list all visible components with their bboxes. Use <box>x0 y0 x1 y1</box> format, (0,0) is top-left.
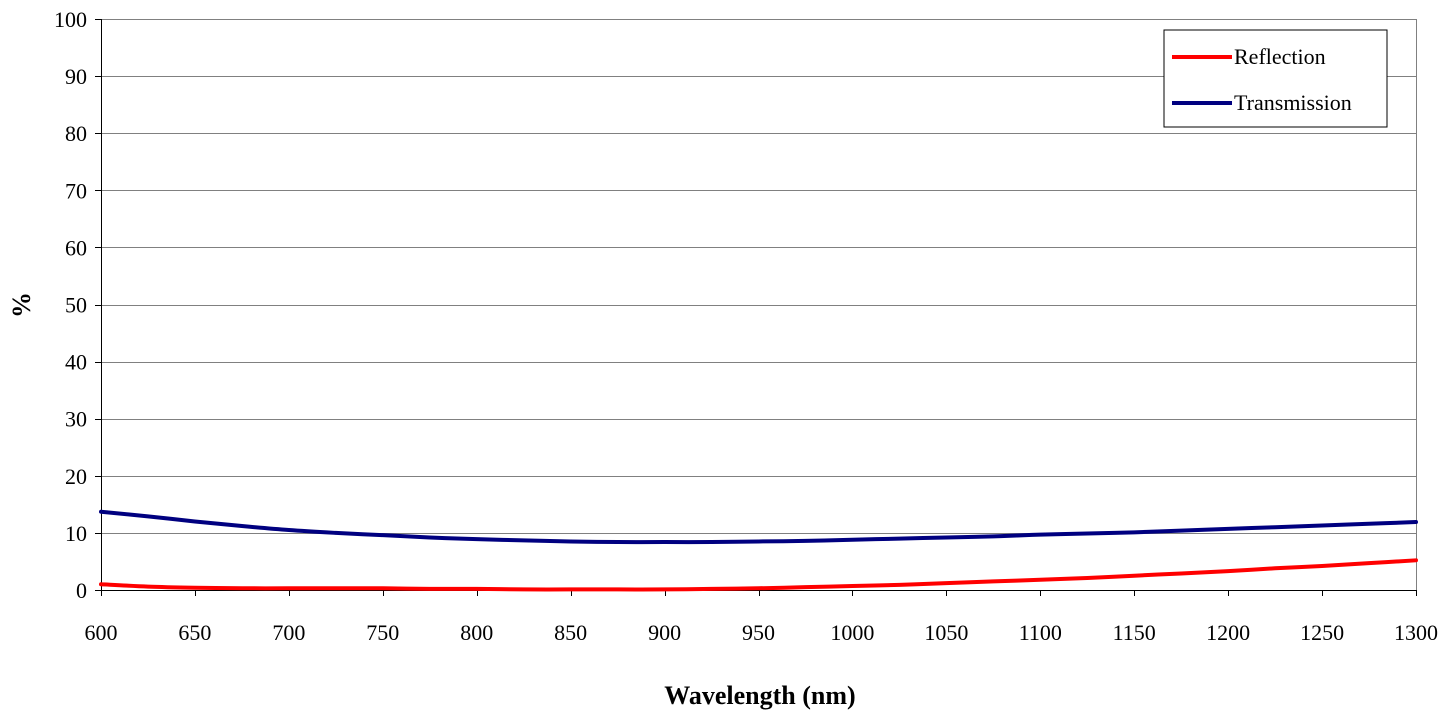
y-tick-label-20: 20 <box>65 464 87 489</box>
x-tick-label-1150: 1150 <box>1113 620 1156 645</box>
y-tick-labels: 0 10 20 30 40 50 60 70 80 90 100 <box>54 7 87 603</box>
legend-box <box>1163 29 1388 128</box>
x-tick-label-1200: 1200 <box>1206 620 1250 645</box>
y-tick-label-50: 50 <box>65 293 87 318</box>
x-tick-label-800: 800 <box>460 620 493 645</box>
x-tick-label-900: 900 <box>648 620 681 645</box>
y-tick-label-0: 0 <box>76 578 87 603</box>
series-line-transmission <box>99 509 1418 545</box>
y-tick-label-90: 90 <box>65 64 87 89</box>
y-tick-label-10: 10 <box>65 521 87 546</box>
axes <box>95 19 1417 596</box>
legend-label-reflection: Reflection <box>1234 44 1326 69</box>
series-lines <box>99 509 1418 592</box>
x-tick-label-600: 600 <box>85 620 118 645</box>
x-axis-title: Wavelength (nm) <box>664 681 855 710</box>
y-tick-label-70: 70 <box>65 178 87 203</box>
x-tick-label-1000: 1000 <box>830 620 874 645</box>
legend-label-transmission: Transmission <box>1234 90 1352 115</box>
x-tick-label-950: 950 <box>742 620 775 645</box>
x-tick-label-650: 650 <box>178 620 211 645</box>
x-tick-label-700: 700 <box>272 620 305 645</box>
x-tick-label-1250: 1250 <box>1300 620 1344 645</box>
x-tick-label-1100: 1100 <box>1019 620 1062 645</box>
legend: Reflection Transmission <box>1163 29 1388 128</box>
x-tick-label-1050: 1050 <box>924 620 968 645</box>
y-tick-label-100: 100 <box>54 7 87 32</box>
x-tick-label-750: 750 <box>366 620 399 645</box>
y-tick-label-30: 30 <box>65 407 87 432</box>
y-axis-title: % <box>7 292 36 318</box>
x-tick-labels: 600 650 700 750 800 850 900 950 1000 1050 1100 1150… <box>85 620 1439 645</box>
x-tick-label-1300: 1300 <box>1394 620 1438 645</box>
gridlines <box>101 19 1417 590</box>
y-tick-label-60: 60 <box>65 235 87 260</box>
y-tick-label-80: 80 <box>65 121 87 146</box>
x-tick-label-850: 850 <box>554 620 587 645</box>
y-tick-label-40: 40 <box>65 350 87 375</box>
series-line-reflection <box>99 558 1418 592</box>
